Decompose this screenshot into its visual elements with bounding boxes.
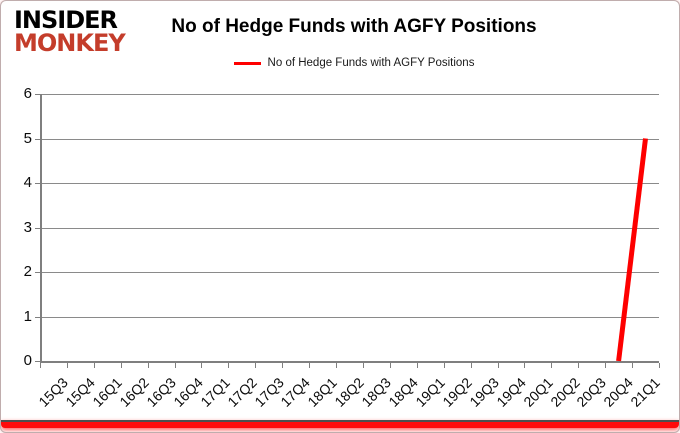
- y-axis-tick: [35, 94, 40, 95]
- x-axis-label: 16Q3: [143, 374, 179, 410]
- y-axis-tick: [35, 361, 40, 362]
- x-axis-label: 19Q2: [439, 374, 475, 410]
- y-axis-tick: [35, 138, 40, 140]
- x-axis-label: 20Q3: [573, 374, 610, 410]
- gridline: [42, 227, 659, 229]
- logo-line-insider: INSIDER: [14, 6, 118, 34]
- x-axis-label: 17Q2: [223, 374, 260, 410]
- x-axis-tick: [174, 363, 176, 368]
- insider-monkey-logo: INSIDER MONKEY: [14, 6, 126, 57]
- y-axis-label: 3: [23, 218, 32, 236]
- x-axis-tick: [389, 363, 391, 368]
- x-axis-label: 18Q1: [304, 374, 341, 410]
- x-axis-label: 20Q4: [600, 374, 637, 410]
- x-axis-label: 19Q4: [493, 374, 529, 410]
- x-axis-label: 17Q3: [250, 374, 287, 410]
- logo-line-monkey: MONKEY: [14, 29, 126, 57]
- x-axis-tick: [201, 363, 203, 368]
- x-axis-label: 19Q1: [412, 374, 448, 410]
- x-axis-tick: [470, 363, 472, 368]
- x-axis-tick: [578, 363, 580, 368]
- x-axis-tick: [255, 363, 257, 368]
- y-axis-tick: [35, 272, 40, 273]
- y-axis-label: 6: [23, 85, 32, 102]
- y-axis-tick: [35, 316, 40, 318]
- x-axis-tick: [497, 363, 499, 368]
- y-axis-tick: [35, 227, 40, 229]
- x-axis-tick: [93, 363, 95, 368]
- x-axis-tick: [416, 363, 418, 368]
- x-axis-label: 15Q3: [35, 374, 72, 410]
- legend: No of Hedge Funds with AGFY Positions: [29, 57, 679, 69]
- x-axis-label: 16Q4: [170, 374, 206, 410]
- x-axis-tick: [309, 363, 311, 368]
- x-axis-label: 18Q2: [331, 374, 368, 410]
- legend-label: No of Hedge Funds with AGFY Positions: [267, 57, 475, 69]
- x-axis-tick: [659, 363, 660, 368]
- x-axis-tick: [147, 363, 149, 368]
- gridline: [42, 272, 659, 273]
- x-axis-label: 20Q2: [546, 374, 583, 410]
- x-axis-tick: [228, 363, 230, 368]
- x-axis-tick: [362, 363, 364, 368]
- legend-line-swatch: [233, 61, 261, 65]
- x-axis-label: 15Q4: [62, 374, 98, 410]
- x-axis-label: 16Q2: [116, 374, 152, 410]
- x-axis-label: 18Q4: [385, 374, 421, 410]
- x-axis-label: 18Q3: [358, 374, 395, 410]
- x-axis-label: 17Q4: [277, 374, 314, 410]
- series-line-layer: [616, 138, 648, 362]
- x-axis-tick: [632, 363, 634, 368]
- y-axis-label: 0: [23, 352, 32, 369]
- x-axis-tick: [120, 363, 122, 368]
- y-axis-label: 5: [23, 129, 32, 147]
- gridline: [42, 138, 659, 140]
- gridline: [42, 183, 659, 184]
- x-axis-tick: [605, 363, 607, 368]
- bottom-red-bar: [1, 420, 679, 428]
- series-line: [616, 138, 648, 362]
- x-axis-label: 21Q1: [627, 374, 664, 410]
- x-axis-label: 20Q1: [519, 374, 556, 410]
- chart-title: No of Hedge Funds with AGFY Positions: [171, 16, 537, 37]
- gridline: [42, 94, 659, 95]
- x-axis-tick: [282, 363, 284, 368]
- y-axis-tick: [35, 183, 40, 184]
- y-axis-label: 2: [23, 263, 32, 280]
- x-axis-tick: [336, 363, 338, 368]
- x-axis-tick: [524, 363, 526, 368]
- plot-area: [40, 94, 659, 363]
- x-axis-tick: [40, 363, 41, 368]
- x-axis-tick: [66, 363, 68, 368]
- gridline: [42, 316, 659, 318]
- y-axis-label: 4: [23, 174, 32, 191]
- x-axis-tick: [443, 363, 445, 368]
- x-axis-label: 16Q1: [89, 374, 125, 410]
- x-axis-label: 19Q3: [466, 374, 502, 410]
- y-axis-label: 1: [23, 307, 32, 325]
- x-axis-label: 17Q1: [197, 374, 233, 410]
- x-axis-tick: [551, 363, 553, 368]
